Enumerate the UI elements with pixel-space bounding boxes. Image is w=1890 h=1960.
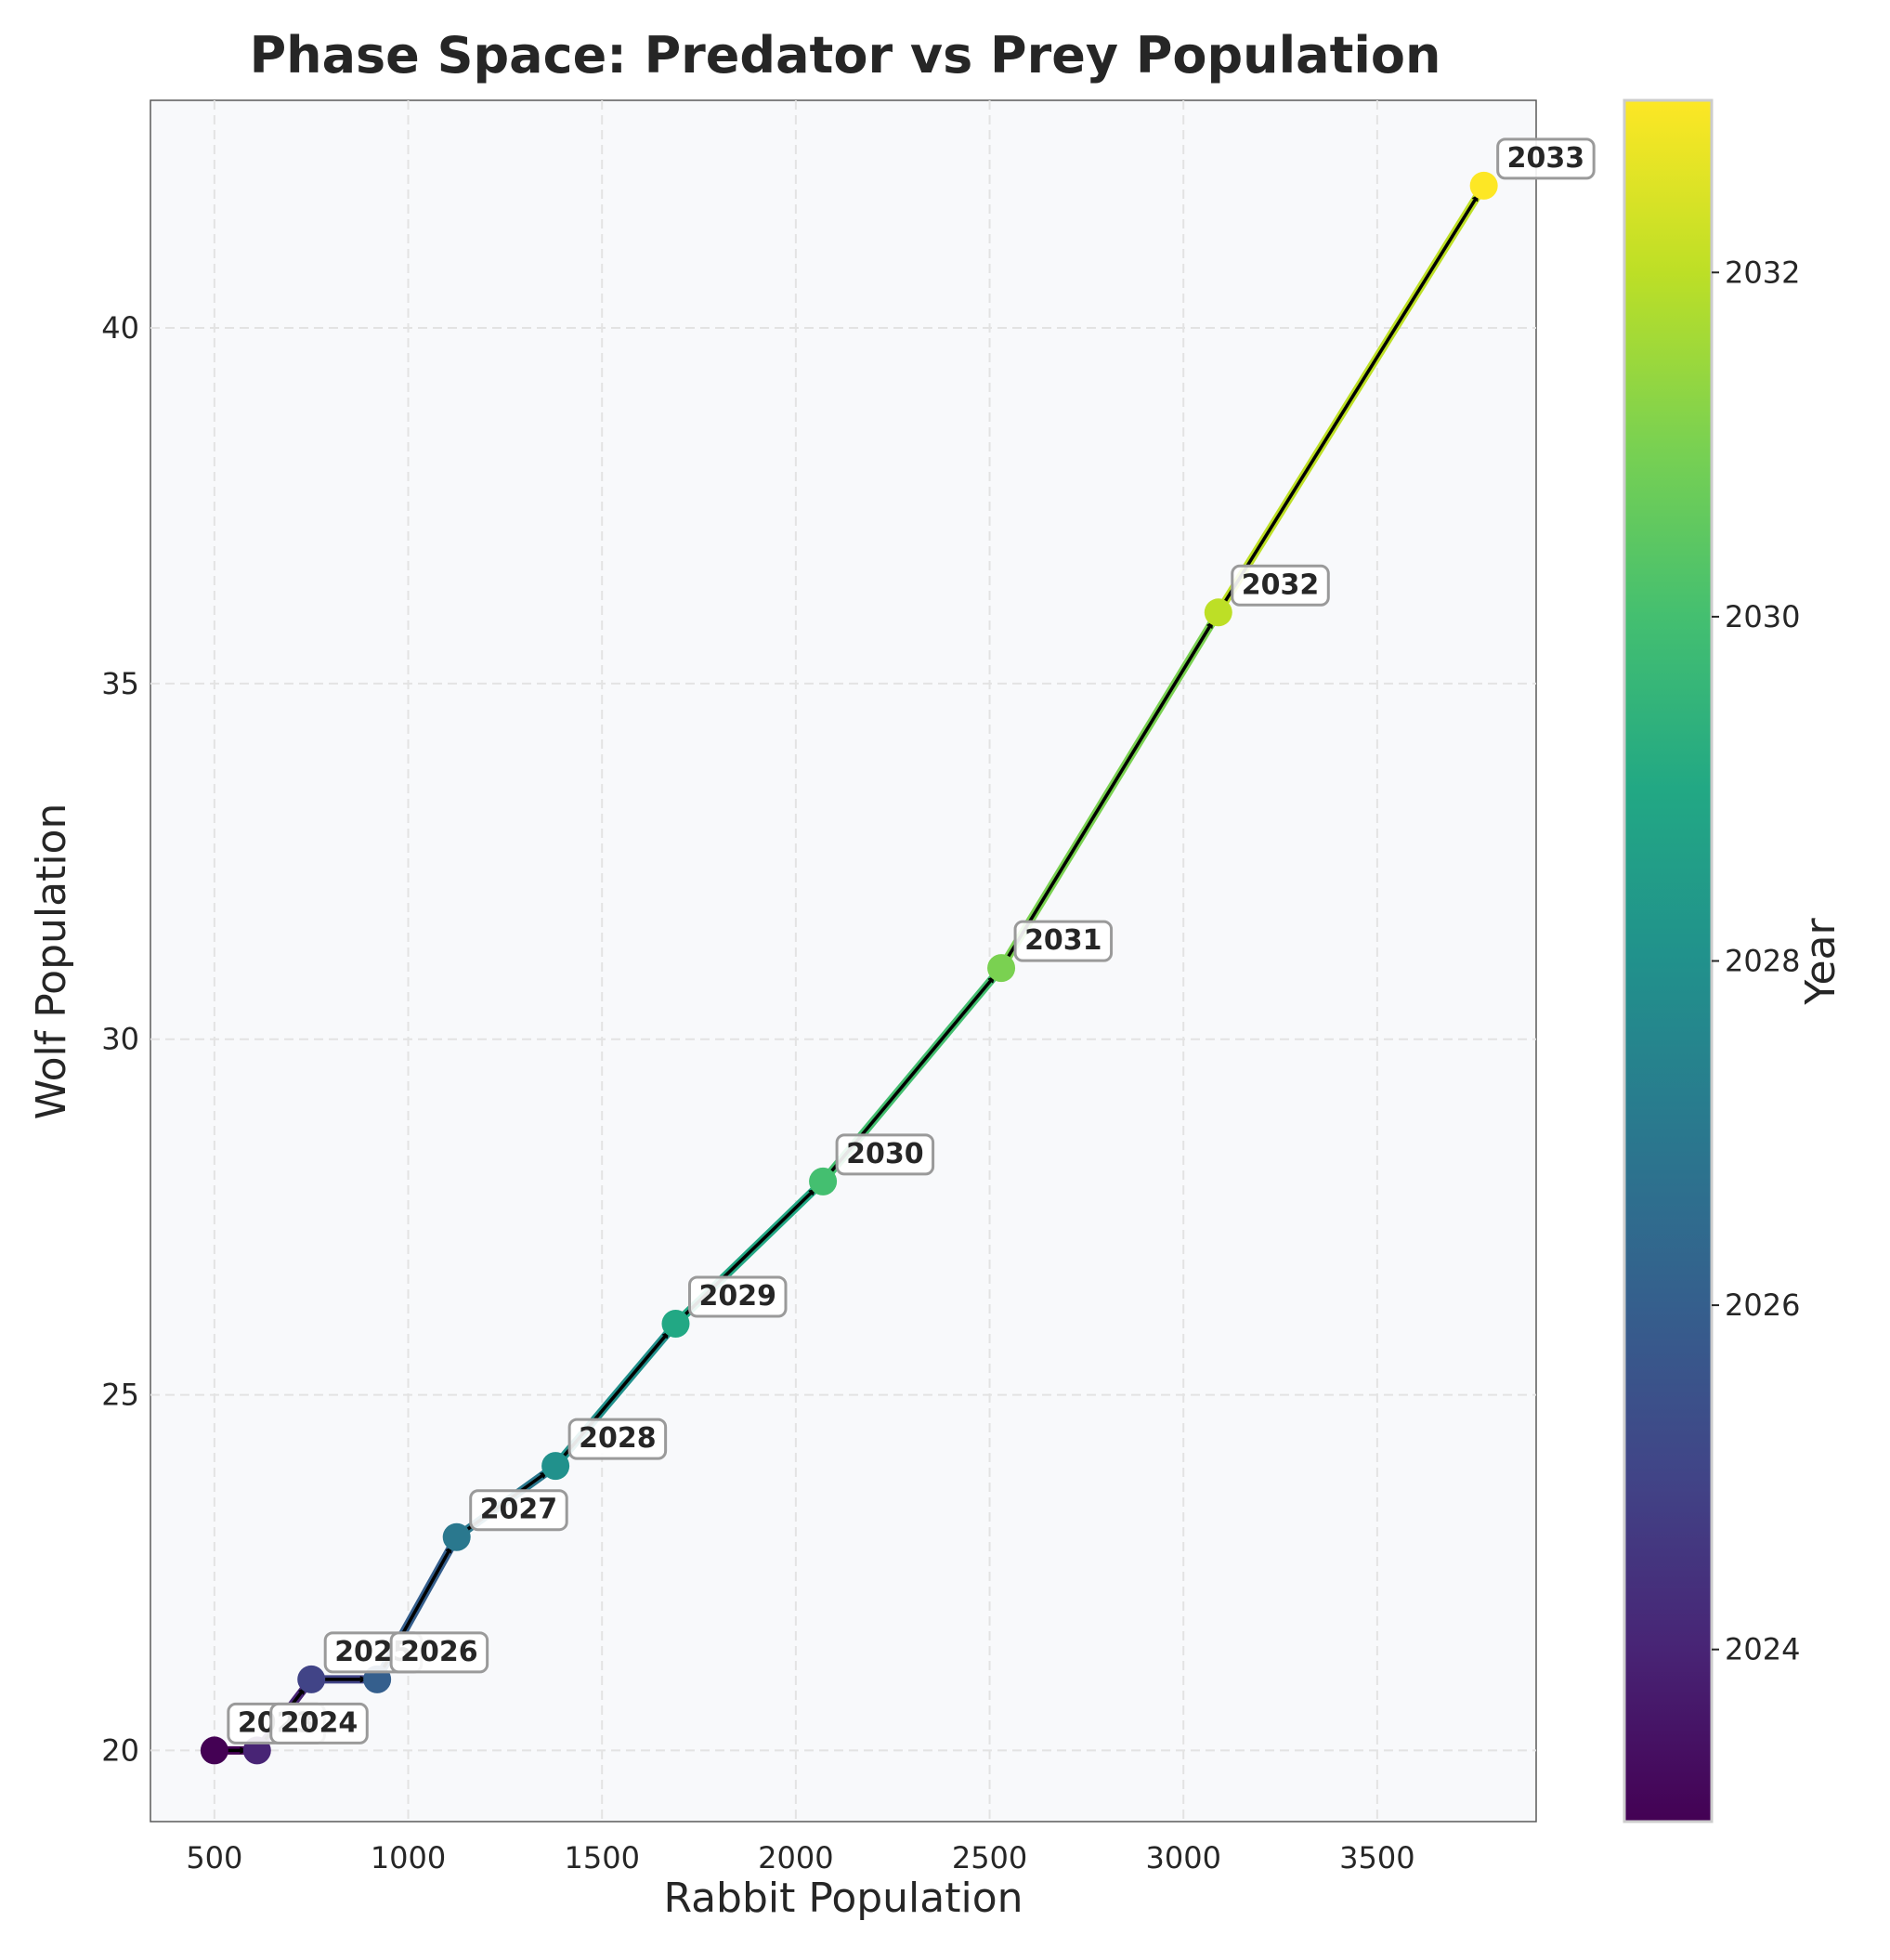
data-point <box>809 1167 838 1196</box>
year-label-text: 2028 <box>579 1422 657 1455</box>
data-point <box>1469 171 1498 200</box>
data-point <box>541 1452 570 1481</box>
year-label: 2033 <box>1496 137 1596 180</box>
year-label-text: 2030 <box>846 1138 924 1170</box>
colorbar-tick-label: 2024 <box>1725 1632 1800 1667</box>
x-axis-ticks: 500 1000 1500 2000 2500 3000 3500 <box>186 1840 1414 1875</box>
year-label: 2030 <box>835 1133 935 1176</box>
year-label: 2029 <box>687 1275 788 1318</box>
data-point <box>661 1310 690 1339</box>
year-labels: 2023202420252026202720282029203020312032… <box>227 137 1596 1744</box>
colorbar-tick-label: 2028 <box>1725 944 1800 979</box>
year-label: 2028 <box>567 1418 668 1460</box>
colorbar-tick-label: 2030 <box>1725 599 1800 634</box>
x-tick-label: 1000 <box>371 1840 446 1875</box>
year-label-text: 2033 <box>1507 142 1585 175</box>
year-label-box <box>1231 564 1330 607</box>
year-label-text: 2026 <box>400 1636 478 1668</box>
year-label: 2024 <box>269 1702 369 1744</box>
x-tick-label: 2500 <box>952 1840 1027 1875</box>
year-label-box <box>835 1133 935 1176</box>
y-tick-label: 30 <box>101 1022 139 1057</box>
year-label-box <box>567 1418 668 1460</box>
year-label: 2027 <box>469 1489 568 1532</box>
colorbar-label: Year <box>1797 918 1844 1006</box>
colorbar-ticks: 2024 2026 2028 2030 2032 <box>1712 255 1800 1667</box>
x-tick-label: 500 <box>186 1840 242 1875</box>
y-axis-label: Wolf Population <box>28 804 75 1120</box>
data-point <box>987 954 1016 983</box>
y-axis-ticks: 20 25 30 35 40 <box>101 310 139 1768</box>
year-label: 2031 <box>1013 920 1114 962</box>
x-tick-label: 3000 <box>1145 1840 1220 1875</box>
x-axis-label: Rabbit Population <box>663 1875 1023 1922</box>
year-label-box <box>389 1631 489 1674</box>
chart-title: Phase Space: Predator vs Prey Population <box>250 26 1441 85</box>
y-tick-label: 40 <box>101 310 139 346</box>
grid <box>150 100 1536 1822</box>
trajectory-arrow <box>1003 621 1214 963</box>
year-label-text: 2031 <box>1024 924 1102 957</box>
data-point <box>1204 598 1232 627</box>
year-label-text: 2027 <box>480 1494 558 1526</box>
colorbar-tick-label: 2026 <box>1725 1287 1800 1323</box>
data-point <box>297 1665 326 1693</box>
trajectory-arrow <box>1220 193 1479 608</box>
year-label-box <box>1496 137 1596 180</box>
y-tick-label: 20 <box>101 1732 139 1768</box>
colorbar-tick-label: 2032 <box>1725 255 1800 290</box>
data-point <box>200 1736 228 1765</box>
year-label: 2026 <box>389 1631 489 1674</box>
y-tick-label: 25 <box>101 1378 139 1413</box>
year-label-text: 2024 <box>280 1706 358 1739</box>
year-label-box <box>469 1489 568 1532</box>
year-label-box <box>687 1275 788 1318</box>
y-tick-label: 35 <box>101 666 139 701</box>
x-tick-label: 1500 <box>564 1840 639 1875</box>
plot-area <box>150 99 1537 1823</box>
data-point <box>442 1522 471 1551</box>
year-label-box <box>1013 920 1114 962</box>
year-label: 2032 <box>1231 564 1330 607</box>
colorbar <box>1623 98 1714 1823</box>
year-label-box <box>269 1702 369 1744</box>
year-label-text: 2029 <box>698 1280 776 1313</box>
year-label-text: 2032 <box>1242 568 1320 601</box>
x-tick-label: 2000 <box>758 1840 833 1875</box>
x-tick-label: 3500 <box>1339 1840 1414 1875</box>
